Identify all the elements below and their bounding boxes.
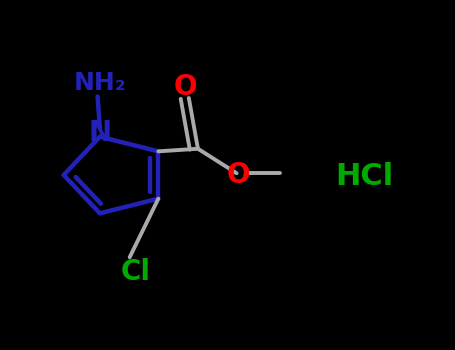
Text: N: N: [88, 119, 111, 147]
Text: NH₂: NH₂: [73, 71, 126, 95]
Text: HCl: HCl: [335, 162, 393, 191]
Text: O: O: [227, 161, 251, 189]
Text: Cl: Cl: [120, 258, 150, 286]
Text: O: O: [173, 73, 197, 101]
